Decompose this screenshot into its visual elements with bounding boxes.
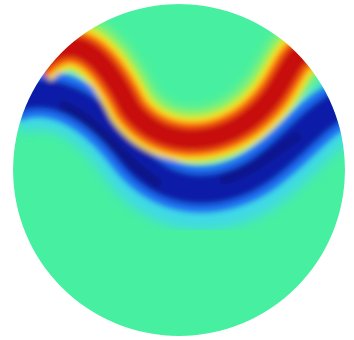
disk — [10, 4, 352, 336]
page — [0, 0, 354, 340]
field-visualization — [0, 0, 354, 340]
